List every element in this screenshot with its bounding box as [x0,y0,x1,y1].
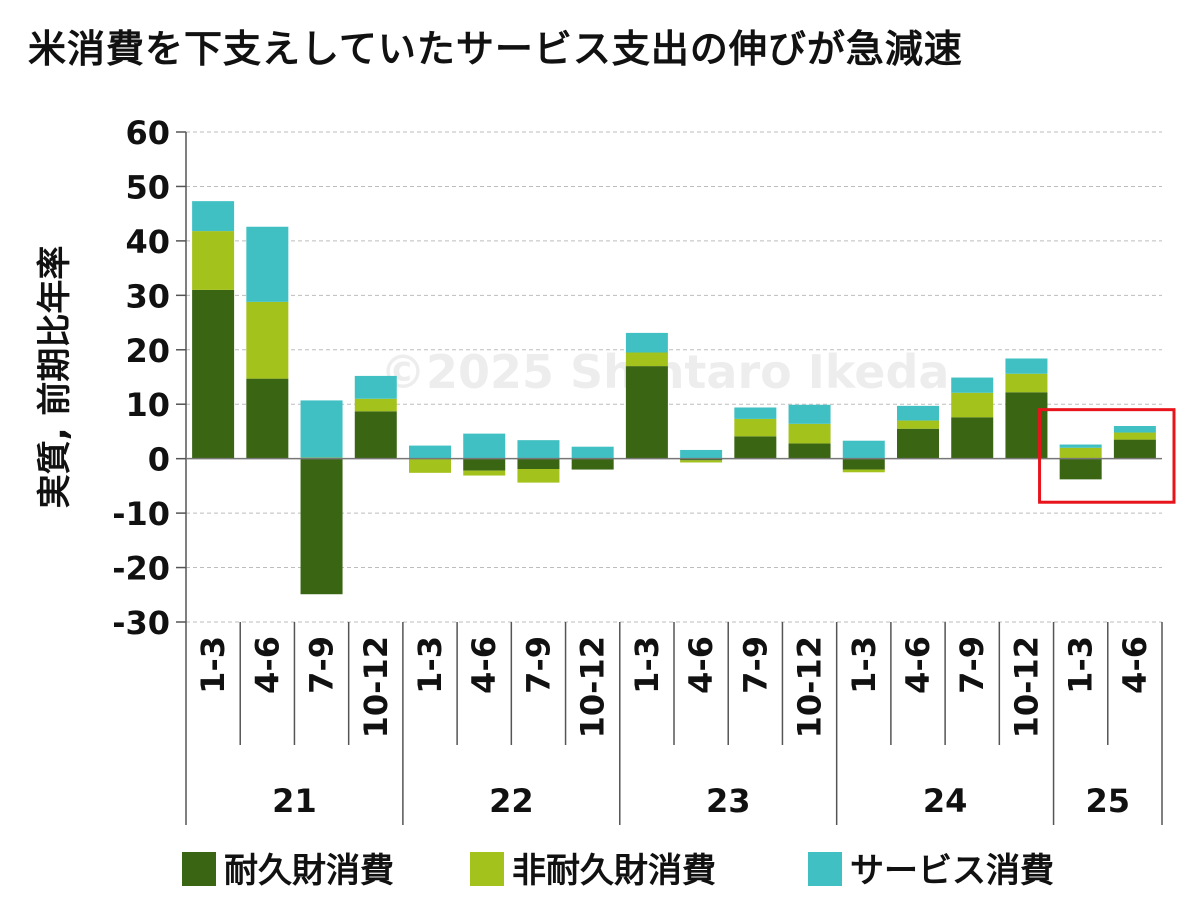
bar-segment [625,366,668,459]
bar-segment [734,418,777,437]
bar-segment [842,469,885,473]
bar-segment [951,377,994,393]
bar-segment [246,226,289,302]
y-tick-label: -20 [112,550,170,588]
bar-segment [1059,447,1102,459]
bar-segment [1113,439,1156,459]
bar-segment [517,458,560,470]
bar-segment [951,417,994,459]
year-label: 23 [706,782,751,820]
bar-segment [734,407,777,419]
bar-segment [680,449,723,459]
highlight-box [1038,408,1176,504]
bar-segment [463,470,506,476]
chart-title: 米消費を下支えしていたサービス支出の伸びが急減速 [28,27,963,71]
year-label: 25 [1086,782,1131,820]
legend-label: 非耐久財消費 [512,851,716,891]
x-tick-label: 7-9 [519,636,557,694]
bar-segment [788,423,831,444]
bar-segment [897,420,939,429]
bar-segment [192,231,235,290]
legend-swatch [182,852,216,886]
bar-segment [1113,426,1156,433]
x-tick-label: 1-3 [194,636,232,694]
x-tick-label: 10-12 [791,636,829,738]
bar-segment [1005,358,1048,374]
year-label: 21 [272,782,317,820]
bar-segment [1113,432,1156,440]
bar-segment [788,443,831,459]
bar-segment [463,433,506,459]
year-label: 22 [489,782,534,820]
x-tick-label: 4-6 [1116,636,1154,694]
bar-segment [571,446,614,459]
x-tick-label: 4-6 [899,636,937,694]
bar-segment [517,469,560,483]
bar-segment [246,378,289,459]
x-tick-label: 1-3 [1062,636,1100,694]
bar-segment [354,375,397,399]
x-tick-label: 7-9 [303,636,341,694]
y-tick-label: -10 [112,495,170,533]
y-tick-label: 20 [125,332,170,370]
bar-segment [354,398,397,412]
x-tick-label: 1-3 [628,636,666,694]
x-tick-label: 4-6 [465,636,503,694]
legend-label: 耐久財消費 [224,851,394,891]
bar-segment [788,404,831,424]
bar-segment [897,405,939,421]
bar-segment [246,301,289,379]
x-tick-label: 4-6 [682,636,720,694]
bar-segment [192,289,235,459]
x-tick-label: 7-9 [953,636,991,694]
bar-segment [463,458,506,471]
x-tick-label: 10-12 [574,636,612,738]
y-tick-label: 30 [125,277,170,315]
y-tick-label: 0 [148,441,170,479]
bar-segment [734,436,777,459]
bar-segment [1059,458,1102,480]
bar-segment [1059,444,1102,448]
bar-segment [409,445,451,459]
y-tick-label: 50 [125,168,170,206]
bar-segment [300,458,343,595]
bar-segment [1005,373,1048,393]
bar-segment [625,352,668,367]
bar-segment [842,440,885,459]
bar-segment [625,332,668,353]
bar-segment [951,392,994,418]
y-tick-label: 60 [125,114,170,152]
x-tick-label: 4-6 [248,636,286,694]
y-tick-label: -30 [112,604,170,642]
x-tick-label: 1-3 [845,636,883,694]
year-label: 24 [923,782,968,820]
bar-segment [897,428,939,459]
bar-segment [300,400,343,458]
bar-segment [571,458,614,470]
y-tick-label: 10 [125,386,170,424]
x-tick-label: 10-12 [357,636,395,738]
legend-label: サービス消費 [850,851,1054,891]
bar-segment [680,458,723,461]
y-axis-label: 実質, 前期比年率 [35,246,75,509]
bar-segment [409,458,451,473]
legend-swatch [808,852,842,886]
bar-segment [1005,392,1048,459]
y-tick-label: 40 [125,223,170,261]
bar-segment [680,460,723,463]
legend-swatch [470,852,504,886]
bar-segment [192,201,235,232]
bar-segment [354,411,397,459]
x-tick-label: 7-9 [736,636,774,694]
bar-segment [842,458,885,470]
x-tick-label: 1-3 [411,636,449,694]
x-tick-label: 10-12 [1007,636,1045,738]
bar-segment [517,440,560,459]
